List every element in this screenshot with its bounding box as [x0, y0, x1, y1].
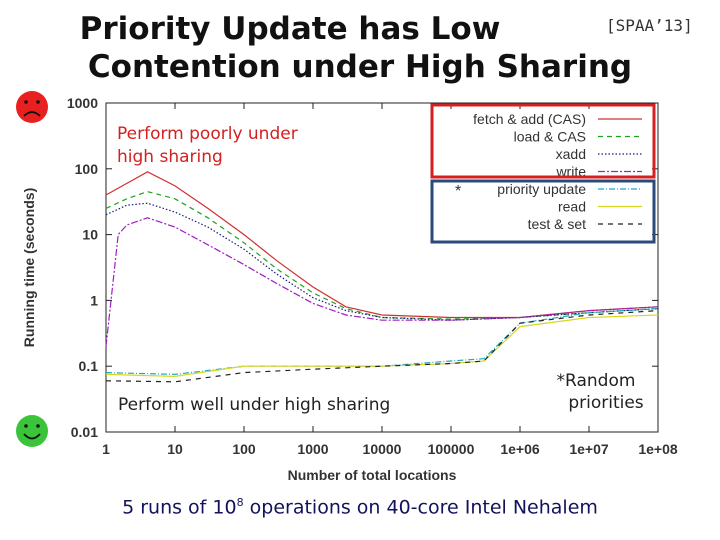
- happy-face-icon-eye: [36, 424, 40, 428]
- y-tick-label: 1000: [67, 95, 98, 111]
- x-axis-label: Number of total locations: [288, 467, 457, 483]
- y-tick-label: 10: [82, 227, 98, 243]
- x-tick-label: 10: [167, 441, 183, 457]
- legend-label: fetch & add (CAS): [473, 111, 586, 127]
- legend-label: priority update: [497, 181, 586, 197]
- legend-label: load & CAS: [514, 129, 586, 145]
- sad-face-icon-eye: [36, 100, 40, 104]
- annotation-well: Perform well under high sharing: [118, 395, 390, 415]
- happy-face-icon-eye: [24, 424, 28, 428]
- happy-face-icon: [16, 415, 48, 447]
- y-tick-label: 100: [75, 161, 99, 177]
- legend-label: read: [558, 199, 586, 215]
- sad-face-icon: [16, 91, 48, 123]
- note-random-line1: *Random: [557, 371, 636, 391]
- bottom-note-post: operations on 40-core Intel Nehalem: [244, 496, 598, 518]
- y-axis-label: Running time (seconds): [21, 188, 37, 347]
- annotation-poor-line2: high sharing: [117, 147, 223, 167]
- bottom-note: 5 runs of 108 operations on 40-core Inte…: [0, 496, 720, 518]
- y-tick-label: 1: [90, 292, 98, 308]
- sad-face-icon-eye: [24, 100, 28, 104]
- legend-label: test & set: [528, 216, 586, 232]
- bottom-note-exponent: 8: [237, 496, 244, 509]
- priority-asterisk: *: [455, 183, 461, 200]
- y-tick-label: 0.1: [79, 358, 99, 374]
- x-tick-label: 10000: [363, 441, 402, 457]
- x-tick-label: 1e+06: [500, 441, 540, 457]
- annotation-poor-line1: Perform poorly under: [117, 124, 298, 144]
- note-random-line2: priorities: [568, 393, 643, 413]
- x-tick-label: 1e+08: [638, 441, 678, 457]
- x-tick-label: 1: [102, 441, 110, 457]
- y-tick-label: 0.01: [71, 424, 98, 440]
- series-line-3: [106, 218, 658, 347]
- series-line-4: [106, 309, 658, 375]
- x-tick-label: 1000: [297, 441, 328, 457]
- x-tick-label: 100: [232, 441, 256, 457]
- legend-label: xadd: [556, 146, 586, 162]
- x-tick-label: 100000: [428, 441, 475, 457]
- x-tick-label: 1e+07: [569, 441, 609, 457]
- bottom-note-pre: 5 runs of 10: [122, 496, 237, 518]
